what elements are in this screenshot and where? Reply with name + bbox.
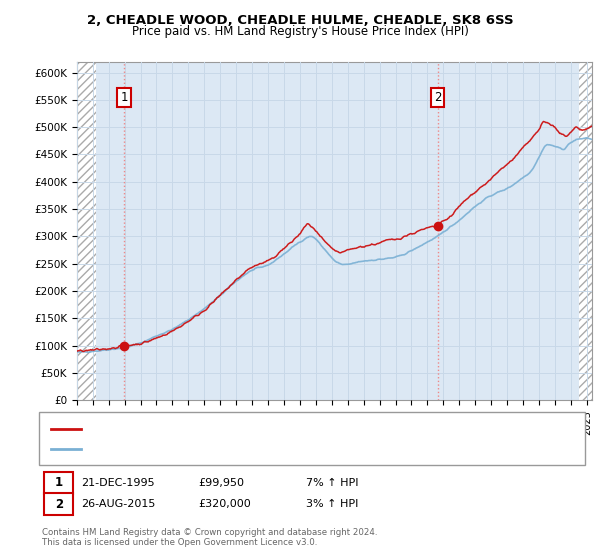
Text: 1: 1 [121, 91, 128, 104]
Text: Price paid vs. HM Land Registry's House Price Index (HPI): Price paid vs. HM Land Registry's House … [131, 25, 469, 38]
Text: 1: 1 [55, 476, 63, 489]
Bar [77, 62, 96, 400]
Text: HPI: Average price, detached house, Stockport: HPI: Average price, detached house, Stoc… [87, 444, 319, 454]
Text: 26-AUG-2015: 26-AUG-2015 [81, 499, 155, 509]
Text: 2: 2 [434, 91, 442, 104]
Text: 7% ↑ HPI: 7% ↑ HPI [306, 478, 359, 488]
Text: £99,950: £99,950 [198, 478, 244, 488]
Text: 2: 2 [55, 497, 63, 511]
Bar [579, 62, 592, 400]
Text: 2, CHEADLE WOOD, CHEADLE HULME, CHEADLE, SK8 6SS: 2, CHEADLE WOOD, CHEADLE HULME, CHEADLE,… [86, 14, 514, 27]
Text: Contains HM Land Registry data © Crown copyright and database right 2024.
This d: Contains HM Land Registry data © Crown c… [42, 528, 377, 547]
Text: 3% ↑ HPI: 3% ↑ HPI [306, 499, 358, 509]
Text: £320,000: £320,000 [198, 499, 251, 509]
Text: 21-DEC-1995: 21-DEC-1995 [81, 478, 155, 488]
Text: 2, CHEADLE WOOD, CHEADLE HULME, CHEADLE, SK8 6SS (detached house): 2, CHEADLE WOOD, CHEADLE HULME, CHEADLE,… [87, 424, 466, 433]
